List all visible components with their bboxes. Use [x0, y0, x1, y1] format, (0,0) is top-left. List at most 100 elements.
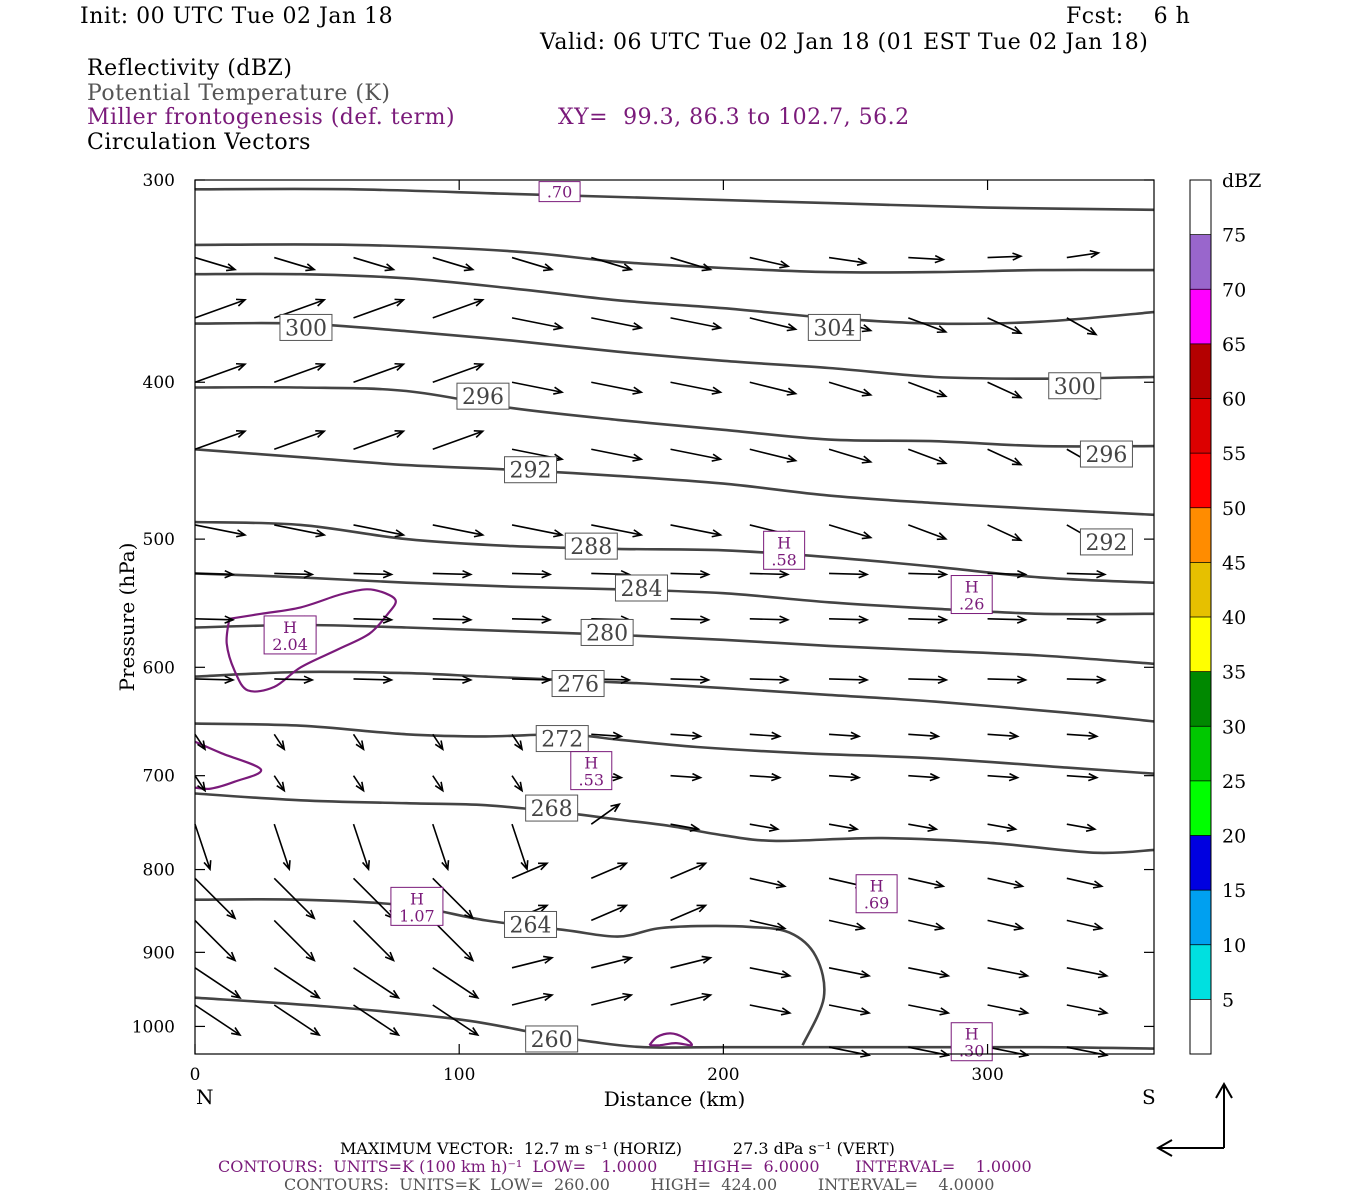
- circulation-vector: [908, 1046, 951, 1058]
- y-tick-label: 600: [143, 658, 175, 678]
- y-tick-label: 900: [143, 943, 175, 963]
- circulation-vector: [749, 877, 787, 889]
- circulation-vector: [987, 877, 1025, 889]
- circulation-vector: [590, 802, 621, 825]
- colorbar-segment: [1190, 343, 1211, 399]
- theta-label: 288: [570, 535, 612, 560]
- circulation-vector: [828, 448, 873, 464]
- frontogenesis-contour: [648, 1032, 693, 1047]
- frontogenesis-contour-note: CONTOURS: UNITS=K (100 km h)⁻¹ LOW= 1.00…: [218, 1157, 1032, 1176]
- frontogenesis-label-box: [390, 886, 444, 926]
- circulation-vector: [432, 524, 485, 538]
- circulation-vector: [194, 1004, 242, 1037]
- theta-label: 304: [813, 316, 855, 341]
- circulation-vector: [987, 615, 1028, 624]
- colorbar-segment: [1190, 726, 1211, 781]
- circulation-vector: [828, 1004, 872, 1016]
- circulation-vector: [432, 919, 475, 962]
- circulation-vector: [987, 381, 1023, 399]
- frontogenesis-max-value: .53: [579, 771, 604, 790]
- x-tick-label: 300: [971, 1065, 1003, 1085]
- circulation-vector: [432, 675, 473, 684]
- frontogenesis-contours: [194, 588, 693, 1047]
- circulation-vector: [908, 823, 939, 832]
- theta-label-box: [504, 910, 558, 938]
- theta-label: 280: [586, 621, 628, 646]
- circulation-vector: [273, 877, 316, 920]
- theta-label-box: [535, 725, 589, 753]
- colorbar-segment: [1190, 453, 1211, 508]
- theta-label-box: [807, 313, 861, 341]
- circulation-vector: [987, 524, 1023, 542]
- theta-label: 260: [531, 1028, 573, 1053]
- frontogenesis-label-box: [263, 615, 317, 655]
- colorbar-segment: [1190, 234, 1211, 290]
- circulation-vector: [828, 381, 873, 397]
- circulation-vector: [1066, 967, 1109, 979]
- circulation-vector: [352, 877, 395, 920]
- theta-label-box: [551, 670, 605, 698]
- circulation-vector: [670, 381, 723, 395]
- circulation-vector: [670, 731, 703, 741]
- circulation-vector: [1066, 919, 1104, 931]
- circulation-vector: [749, 919, 787, 931]
- circulation-vector: [352, 733, 365, 752]
- theta-label: 292: [510, 459, 552, 484]
- colorbar-segment: [1190, 999, 1211, 1054]
- circulation-vector: [512, 675, 553, 684]
- circulation-vector: [511, 823, 529, 872]
- circulation-vector: [432, 775, 444, 793]
- circulation-vector: [749, 675, 790, 684]
- circulation-vector: [432, 1004, 480, 1037]
- colorbar-unit: dBZ: [1222, 170, 1261, 192]
- circulation-vector: [987, 675, 1028, 684]
- colorbar-label: 55: [1222, 443, 1246, 465]
- frontogenesis-max-letter: H: [777, 533, 791, 552]
- circulation-vector: [908, 524, 948, 541]
- circulation-vector: [274, 569, 315, 579]
- colorbar-label: 25: [1222, 771, 1246, 793]
- circulation-vector: [828, 731, 862, 741]
- circulation-vector: [273, 733, 286, 752]
- circulation-vector: [194, 256, 237, 272]
- theta-label: 292: [1085, 531, 1127, 556]
- circulation-vector: [670, 992, 713, 1006]
- circulation-vector: [670, 955, 713, 969]
- colorbar-label: 65: [1222, 334, 1246, 356]
- circulation-vector: [273, 362, 327, 384]
- circulation-vector: [591, 992, 634, 1006]
- circulation-vector: [512, 615, 553, 624]
- circulation-vector: [1066, 569, 1107, 579]
- circulation-vector: [590, 862, 629, 880]
- circulation-vector: [432, 823, 450, 872]
- circulation-vector: [353, 524, 406, 538]
- frontogenesis-max-letter: H: [584, 754, 598, 773]
- axes: 300 400 500 600 700 800 900 1000 0 100 200 300 Dista…: [115, 171, 1156, 1111]
- colorbar-label: 20: [1222, 826, 1246, 848]
- theta-contours: [194, 187, 1155, 1050]
- circulation-vector: [353, 256, 396, 272]
- y-tick-label: 400: [143, 373, 175, 393]
- circulation-vector: [670, 256, 713, 272]
- theta-label-box: [1079, 528, 1133, 556]
- frontogenesis-label-box: [763, 530, 806, 570]
- frontogenesis-contour: [225, 588, 397, 693]
- circulation-vector: [432, 733, 444, 752]
- circulation-vector: [1066, 615, 1107, 624]
- contour-labels: 260 264 268 272 276 280 284 288 292 292 296 296 300 3…: [263, 181, 1133, 1062]
- circulation-vector: [908, 615, 949, 624]
- circulation-vector: [749, 317, 798, 332]
- colorbar-label: 15: [1222, 880, 1246, 902]
- frontogenesis-max-letter: H: [870, 877, 884, 896]
- colorbar-segment: [1190, 780, 1211, 836]
- circulation-vector: [749, 448, 798, 463]
- circulation-vector: [908, 254, 946, 264]
- x-axis-label: Distance (km): [604, 1087, 746, 1111]
- circulation-vector: [987, 1004, 1030, 1016]
- circulation-vector: [1066, 675, 1107, 684]
- circulation-vector: [432, 615, 473, 624]
- circulation-vector: [908, 772, 941, 782]
- theta-label-box: [525, 794, 579, 822]
- circulation-vector: [591, 256, 634, 272]
